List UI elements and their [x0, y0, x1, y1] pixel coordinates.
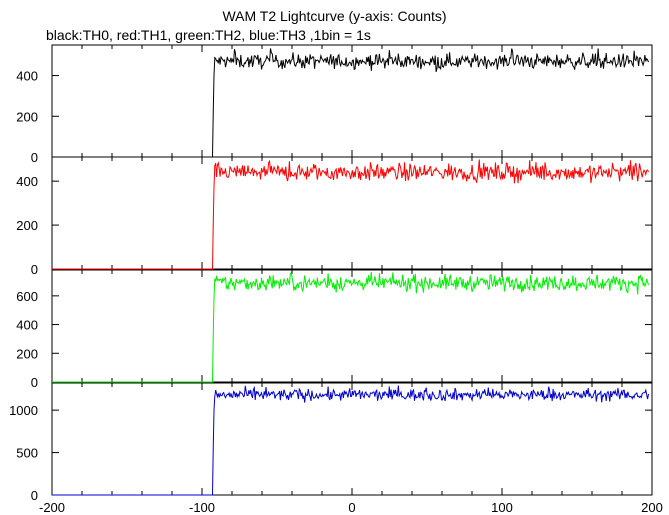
x-tick-label-4: 200 [641, 500, 663, 515]
y-tick-label-TH1-2: 400 [16, 174, 38, 189]
y-tick-label-TH2-3: 600 [16, 289, 38, 304]
x-tick-label-1: -100 [189, 500, 215, 515]
panel-frame-TH2 [51, 269, 653, 383]
y-tick-label-TH0-2: 400 [16, 69, 38, 84]
series-line-TH2 [52, 271, 649, 383]
x-tick-label-0: -200 [39, 500, 65, 515]
y-tick-label-TH2-2: 400 [16, 318, 38, 333]
x-tick-label-2: 0 [348, 500, 355, 515]
y-tick-label-TH0-1: 200 [16, 109, 38, 124]
panel-frame-TH3 [51, 382, 653, 496]
y-tick-label-TH2-0: 0 [31, 375, 38, 390]
chart-subtitle: black:TH0, red:TH1, green:TH2, blue:TH3 … [46, 27, 371, 43]
y-tick-label-TH2-1: 200 [16, 346, 38, 361]
series-line-TH3 [52, 385, 649, 496]
y-tick-label-TH3-2: 1000 [9, 403, 38, 418]
x-tick-label-3: 100 [491, 500, 513, 515]
series-line-TH0 [52, 48, 649, 158]
y-tick-label-TH1-0: 0 [31, 262, 38, 277]
y-tick-label-TH3-1: 500 [16, 446, 38, 461]
chart-title: WAM T2 Lightcurve (y-axis: Counts) [222, 8, 447, 24]
y-tick-label-TH0-0: 0 [31, 150, 38, 165]
y-tick-label-TH3-0: 0 [31, 488, 38, 503]
y-tick-label-TH1-1: 200 [16, 218, 38, 233]
series-line-TH1 [52, 159, 649, 270]
